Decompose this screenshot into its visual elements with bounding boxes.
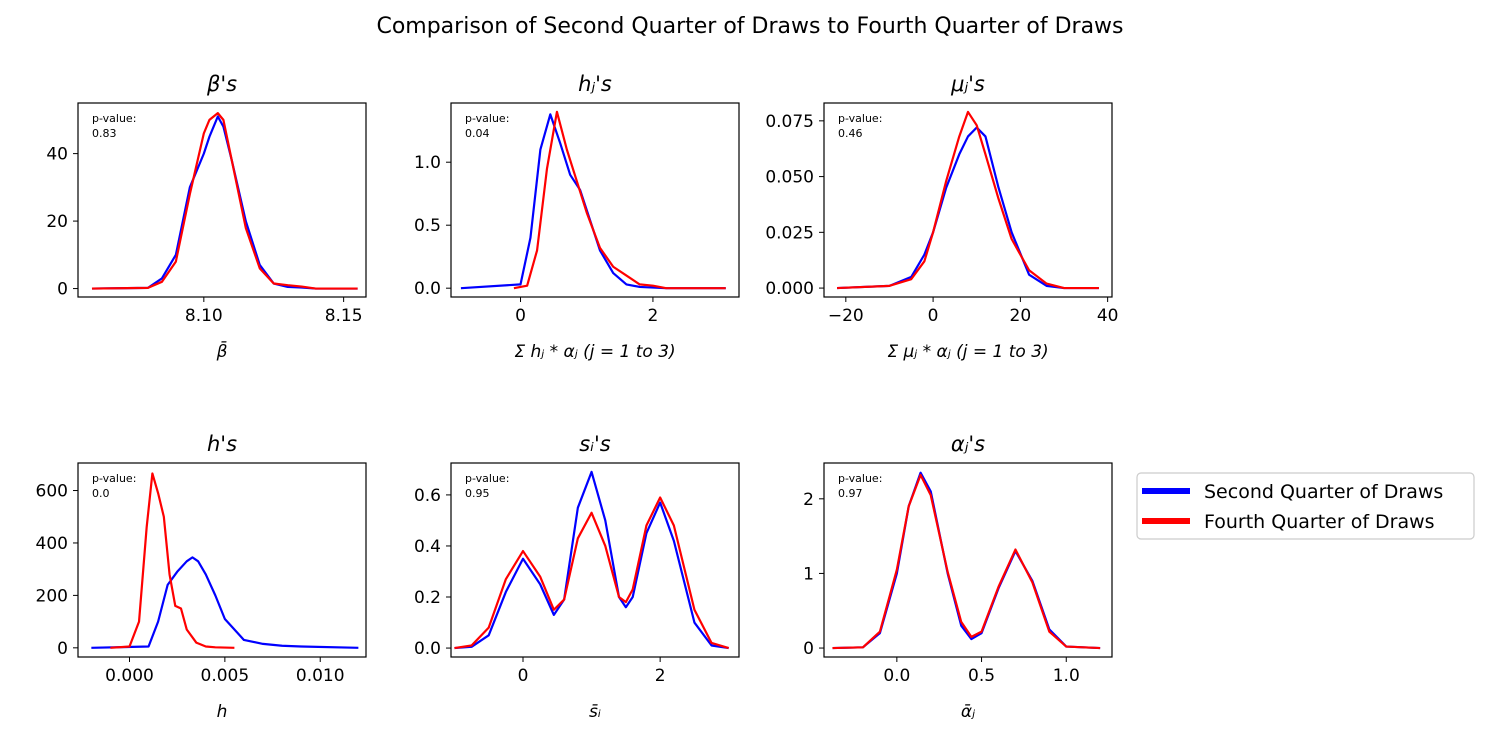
y-tick-label: 0.0: [414, 639, 441, 659]
series-line-fourth-quarter: [832, 473, 1101, 650]
legend-label: Fourth Quarter of Draws: [1204, 511, 1435, 533]
y-tick-label: 200: [36, 586, 68, 606]
pvalue-value: 0.46: [838, 127, 863, 140]
pvalue-label: p-value:: [92, 472, 136, 485]
series-line-fourth-quarter: [454, 496, 730, 650]
chart-panel-2: 0 2 0.0 0.5 1.0 hⱼ's Σ hⱼ * αⱼ (j = 1 to 3) p-v…: [414, 72, 740, 362]
subplot-title: h's: [207, 432, 237, 456]
x-tick-label: 2: [655, 666, 666, 686]
x-axis-label: s̄ᵢ: [589, 702, 601, 722]
subplot-title: μⱼ's: [950, 72, 985, 96]
y-tick-label: 0.075: [765, 112, 814, 132]
axes-frame: [77, 102, 367, 298]
chart-panel-1: 8.10 8.15 0 20 40 β's β̄ p-value: 0.83: [46, 72, 367, 362]
chart-panel-6: 0.0 0.5 1.0 0 1 2 αⱼ's ᾱⱼ p-value: 0.97: [803, 432, 1113, 722]
x-tick-label: −20: [828, 306, 864, 326]
series-line-fourth-quarter: [837, 110, 1099, 290]
x-tick-label: 0: [928, 306, 939, 326]
y-tick-label: 20: [46, 212, 68, 232]
x-tick-label: 8.15: [325, 306, 363, 326]
axes-frame: [450, 102, 740, 298]
series-line-second-quarter: [832, 471, 1101, 650]
series-line-second-quarter: [91, 115, 358, 290]
pvalue-label: p-value:: [465, 112, 509, 125]
chart-panel-3: −20 0 20 40 0.000 0.025 0.050 0.075 μⱼ's Σ μⱼ * α…: [765, 72, 1118, 362]
legend-box: [1136, 472, 1475, 540]
x-tick-label: 8.10: [185, 306, 223, 326]
y-tick-label: 1: [803, 564, 814, 584]
y-tick-label: 0.4: [414, 537, 441, 557]
pvalue-value: 0.97: [838, 487, 863, 500]
chart-panel-5: 0 2 0.0 0.2 0.4 0.6 sᵢ's s̄ᵢ p-value: 0.95: [414, 432, 740, 722]
x-tick-label: 0: [518, 666, 529, 686]
pvalue-label: p-value:: [838, 112, 882, 125]
series-line-fourth-quarter: [513, 110, 726, 290]
y-tick-label: 0.5: [414, 216, 441, 236]
x-tick-label: 0.0: [883, 666, 910, 686]
series-line-fourth-quarter: [110, 472, 235, 649]
y-tick-label: 0: [57, 639, 68, 659]
legend-label: Second Quarter of Draws: [1204, 481, 1443, 503]
x-axis-label: h: [217, 702, 228, 722]
series-line-second-quarter: [837, 126, 1099, 290]
subplot-title: β's: [206, 72, 237, 96]
y-tick-label: 0.050: [765, 168, 814, 188]
pvalue-label: p-value:: [92, 112, 136, 125]
y-tick-label: 400: [36, 534, 68, 554]
y-tick-label: 0.6: [414, 486, 441, 506]
y-tick-label: 600: [36, 482, 68, 502]
figure-title: Comparison of Second Quarter of Draws to…: [376, 14, 1123, 39]
x-axis-label: β̄: [216, 340, 228, 362]
x-tick-label: 0.000: [105, 666, 154, 686]
x-axis-label: Σ hⱼ * αⱼ (j = 1 to 3): [514, 342, 675, 362]
pvalue-value: 0.83: [92, 127, 117, 140]
axes-frame: [823, 102, 1113, 298]
x-tick-label: 0.005: [201, 666, 250, 686]
pvalue-label: p-value:: [838, 472, 882, 485]
pvalue-value: 0.04: [465, 127, 490, 140]
series-line-fourth-quarter: [91, 112, 358, 290]
x-tick-label: 0.5: [968, 666, 995, 686]
series-line-second-quarter: [454, 470, 729, 650]
chart-panel-4: 0.000 0.005 0.010 0 200 400 600 h's h p-value: 0.0: [36, 432, 367, 722]
legend: Second Quarter of Draws Fourth Quarter of…: [1136, 472, 1475, 540]
x-axis-label: Σ μⱼ * αⱼ (j = 1 to 3): [887, 342, 1048, 362]
series-line-second-quarter: [460, 113, 726, 290]
y-tick-label: 0.000: [765, 279, 814, 299]
x-tick-label: 40: [1097, 306, 1119, 326]
pvalue-value: 0.95: [465, 487, 490, 500]
y-tick-label: 0.025: [765, 223, 814, 243]
y-tick-label: 0: [803, 639, 814, 659]
y-tick-label: 2: [803, 490, 814, 510]
subplot-title: sᵢ's: [579, 432, 610, 456]
pvalue-label: p-value:: [465, 472, 509, 485]
subplot-title: hⱼ's: [578, 72, 612, 96]
axes-frame: [823, 462, 1113, 658]
y-tick-label: 1.0: [414, 153, 441, 173]
y-tick-label: 40: [46, 145, 68, 165]
x-tick-label: 20: [1010, 306, 1032, 326]
x-tick-label: 1.0: [1053, 666, 1080, 686]
y-tick-label: 0.2: [414, 588, 441, 608]
x-tick-label: 2: [648, 306, 659, 326]
y-tick-label: 0.0: [414, 279, 441, 299]
pvalue-value: 0.0: [92, 487, 110, 500]
axes-frame: [450, 462, 740, 658]
series-line-second-quarter: [91, 556, 359, 649]
x-axis-label: ᾱⱼ: [961, 702, 975, 722]
x-tick-label: 0: [515, 306, 526, 326]
axes-frame: [77, 462, 367, 658]
subplot-title: αⱼ's: [951, 432, 985, 456]
y-tick-label: 0: [57, 280, 68, 300]
x-tick-label: 0.010: [296, 666, 345, 686]
